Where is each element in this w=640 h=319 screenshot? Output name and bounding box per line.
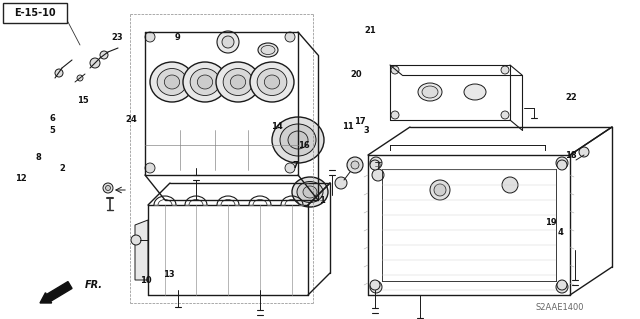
Ellipse shape [303,186,317,198]
Text: 5: 5 [49,126,56,135]
Text: 2: 2 [60,164,66,173]
Circle shape [351,161,359,169]
Text: 24: 24 [125,115,137,124]
Circle shape [556,157,568,169]
Ellipse shape [257,69,287,95]
Circle shape [106,186,111,190]
Circle shape [145,32,155,42]
Circle shape [557,280,567,290]
Text: 15: 15 [77,96,89,105]
Ellipse shape [297,182,323,203]
Ellipse shape [418,83,442,101]
FancyBboxPatch shape [3,3,67,23]
Text: 20: 20 [351,70,362,78]
Ellipse shape [464,84,486,100]
Polygon shape [135,220,148,280]
Circle shape [434,184,446,196]
Circle shape [347,157,363,173]
Text: 12: 12 [15,174,26,183]
Circle shape [77,75,83,81]
Ellipse shape [230,75,246,89]
Ellipse shape [250,62,294,102]
Circle shape [217,31,239,53]
Circle shape [579,147,589,157]
Ellipse shape [197,75,212,89]
Ellipse shape [288,131,308,149]
Circle shape [391,111,399,119]
Text: 7: 7 [293,161,298,170]
Circle shape [501,66,509,74]
Text: 1: 1 [319,196,325,205]
Ellipse shape [292,177,328,207]
Circle shape [557,160,567,170]
Text: 21: 21 [364,26,376,35]
Text: 9: 9 [175,33,180,42]
Text: 11: 11 [342,122,353,130]
Circle shape [285,163,295,173]
Circle shape [55,69,63,77]
Text: 23: 23 [111,33,123,42]
Text: 3: 3 [364,126,369,135]
Circle shape [145,163,155,173]
Ellipse shape [164,75,180,89]
Ellipse shape [157,69,187,95]
Ellipse shape [264,75,280,89]
Text: 10: 10 [140,276,152,285]
Text: 4: 4 [557,228,563,237]
Circle shape [370,281,382,293]
Text: FR.: FR. [85,280,103,290]
Circle shape [502,177,518,193]
Circle shape [430,180,450,200]
Text: 13: 13 [163,270,175,279]
Circle shape [556,281,568,293]
Circle shape [391,66,399,74]
Ellipse shape [261,46,275,55]
Text: 17: 17 [355,117,366,126]
Circle shape [370,160,380,170]
Text: 19: 19 [545,218,556,227]
Circle shape [335,177,347,189]
Text: 22: 22 [565,93,577,102]
Circle shape [103,183,113,193]
Ellipse shape [258,43,278,57]
Text: 8: 8 [36,153,41,162]
Circle shape [285,32,295,42]
Circle shape [501,111,509,119]
Text: 6: 6 [49,114,56,122]
Text: 14: 14 [271,122,282,130]
Ellipse shape [272,117,324,163]
Text: S2AAE1400: S2AAE1400 [536,303,584,313]
Ellipse shape [223,69,253,95]
Circle shape [370,280,380,290]
FancyArrow shape [40,282,72,303]
Circle shape [370,157,382,169]
Ellipse shape [190,69,220,95]
Circle shape [222,36,234,48]
Ellipse shape [280,124,316,156]
Ellipse shape [150,62,194,102]
Text: 18: 18 [565,151,577,160]
Text: E-15-10: E-15-10 [14,8,56,18]
Ellipse shape [183,62,227,102]
Ellipse shape [216,62,260,102]
Text: 16: 16 [298,141,310,150]
Circle shape [90,58,100,68]
Circle shape [100,51,108,59]
Circle shape [131,235,141,245]
Circle shape [372,169,384,181]
Ellipse shape [422,86,438,98]
